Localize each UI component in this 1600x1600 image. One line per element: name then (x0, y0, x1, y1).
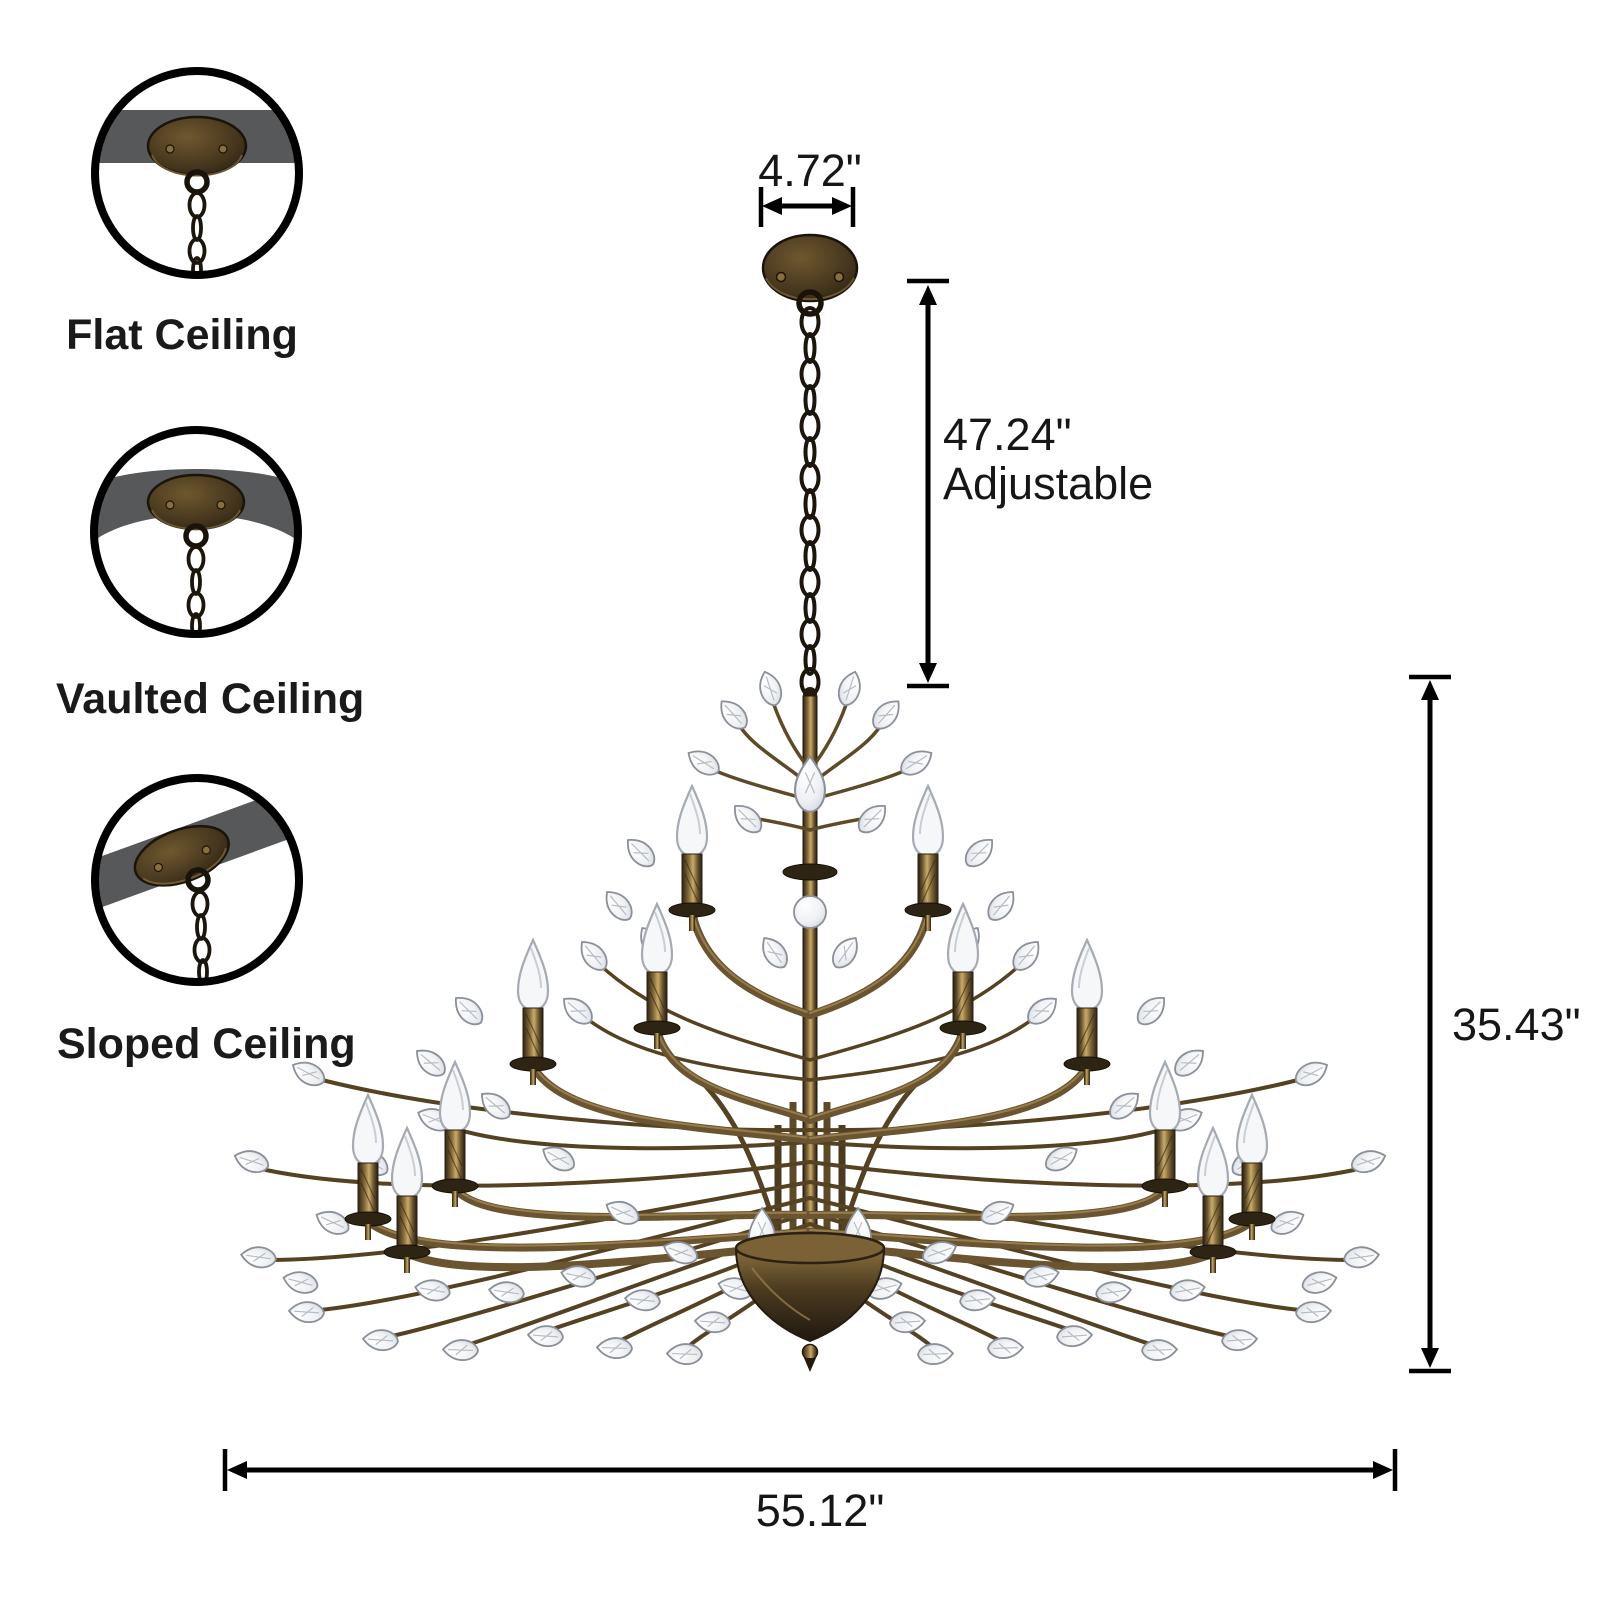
stem-crystals (755, 755, 865, 974)
mount-figure-vaulted (86, 422, 306, 642)
chain-length-value: 47.24" (943, 409, 1072, 460)
mount-figure-flat (87, 63, 307, 283)
vaulted-ceiling-mount-icon (90, 426, 302, 638)
chandelier-left-half (230, 667, 814, 1366)
chain-length-label: 47.24" Adjustable (943, 410, 1153, 508)
bottom-bowl (734, 1231, 886, 1372)
canopy-graphic (761, 233, 859, 317)
fixture-width-label: 55.12" (755, 1485, 885, 1536)
flat-ceiling-mount-icon (91, 67, 303, 279)
fixture-height-dimension (1409, 674, 1451, 1374)
chain-graphic (799, 306, 821, 697)
mount-figure-sloped (87, 770, 307, 990)
canopy-width-label: 4.72" (758, 145, 862, 196)
chain-length-dimension (907, 278, 949, 689)
mount-label-sloped: Sloped Ceiling (57, 1020, 356, 1068)
fixture-height-label: 35.43" (1452, 999, 1581, 1050)
canopy-width-dimension (758, 187, 856, 227)
sloped-ceiling-mount-icon (91, 774, 303, 986)
mount-label-vaulted: Vaulted Ceiling (56, 675, 365, 723)
chain-length-note: Adjustable (943, 458, 1154, 509)
fixture-width-dimension (222, 1449, 1398, 1491)
mount-label-flat: Flat Ceiling (66, 311, 298, 359)
